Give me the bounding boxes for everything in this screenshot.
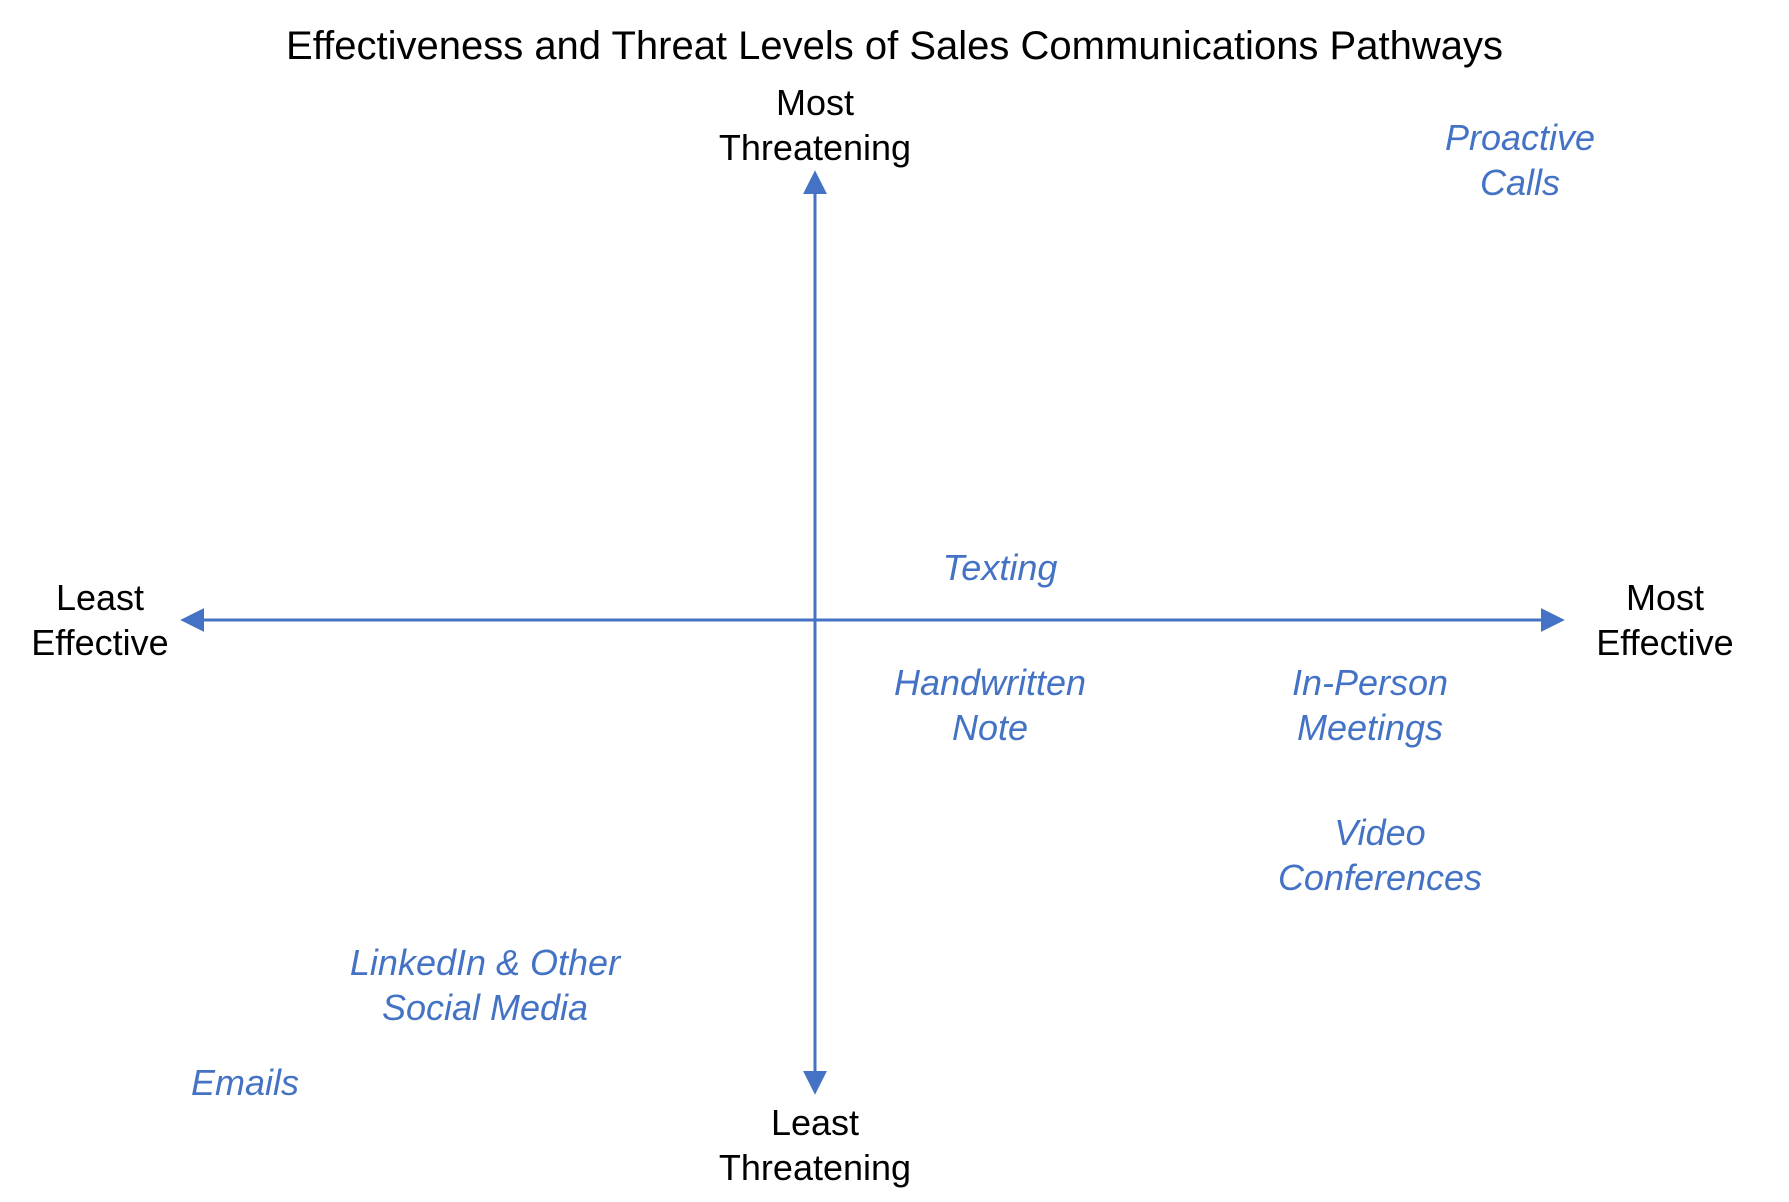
item-texting: Texting [750, 545, 1250, 590]
item-linkedin-social: LinkedIn & Other Social Media [235, 940, 735, 1030]
quadrant-diagram: Effectiveness and Threat Levels of Sales… [0, 0, 1789, 1202]
axis-label-right: Most Effective [1465, 575, 1789, 665]
axis-label-bottom: Least Threatening [615, 1100, 1015, 1190]
item-proactive-calls: Proactive Calls [1270, 115, 1770, 205]
axis-label-left: Least Effective [0, 575, 300, 665]
item-in-person-meetings: In-Person Meetings [1120, 660, 1620, 750]
item-emails: Emails [0, 1060, 495, 1105]
item-video-conferences: Video Conferences [1130, 810, 1630, 900]
axis-label-top: Most Threatening [615, 80, 1015, 170]
